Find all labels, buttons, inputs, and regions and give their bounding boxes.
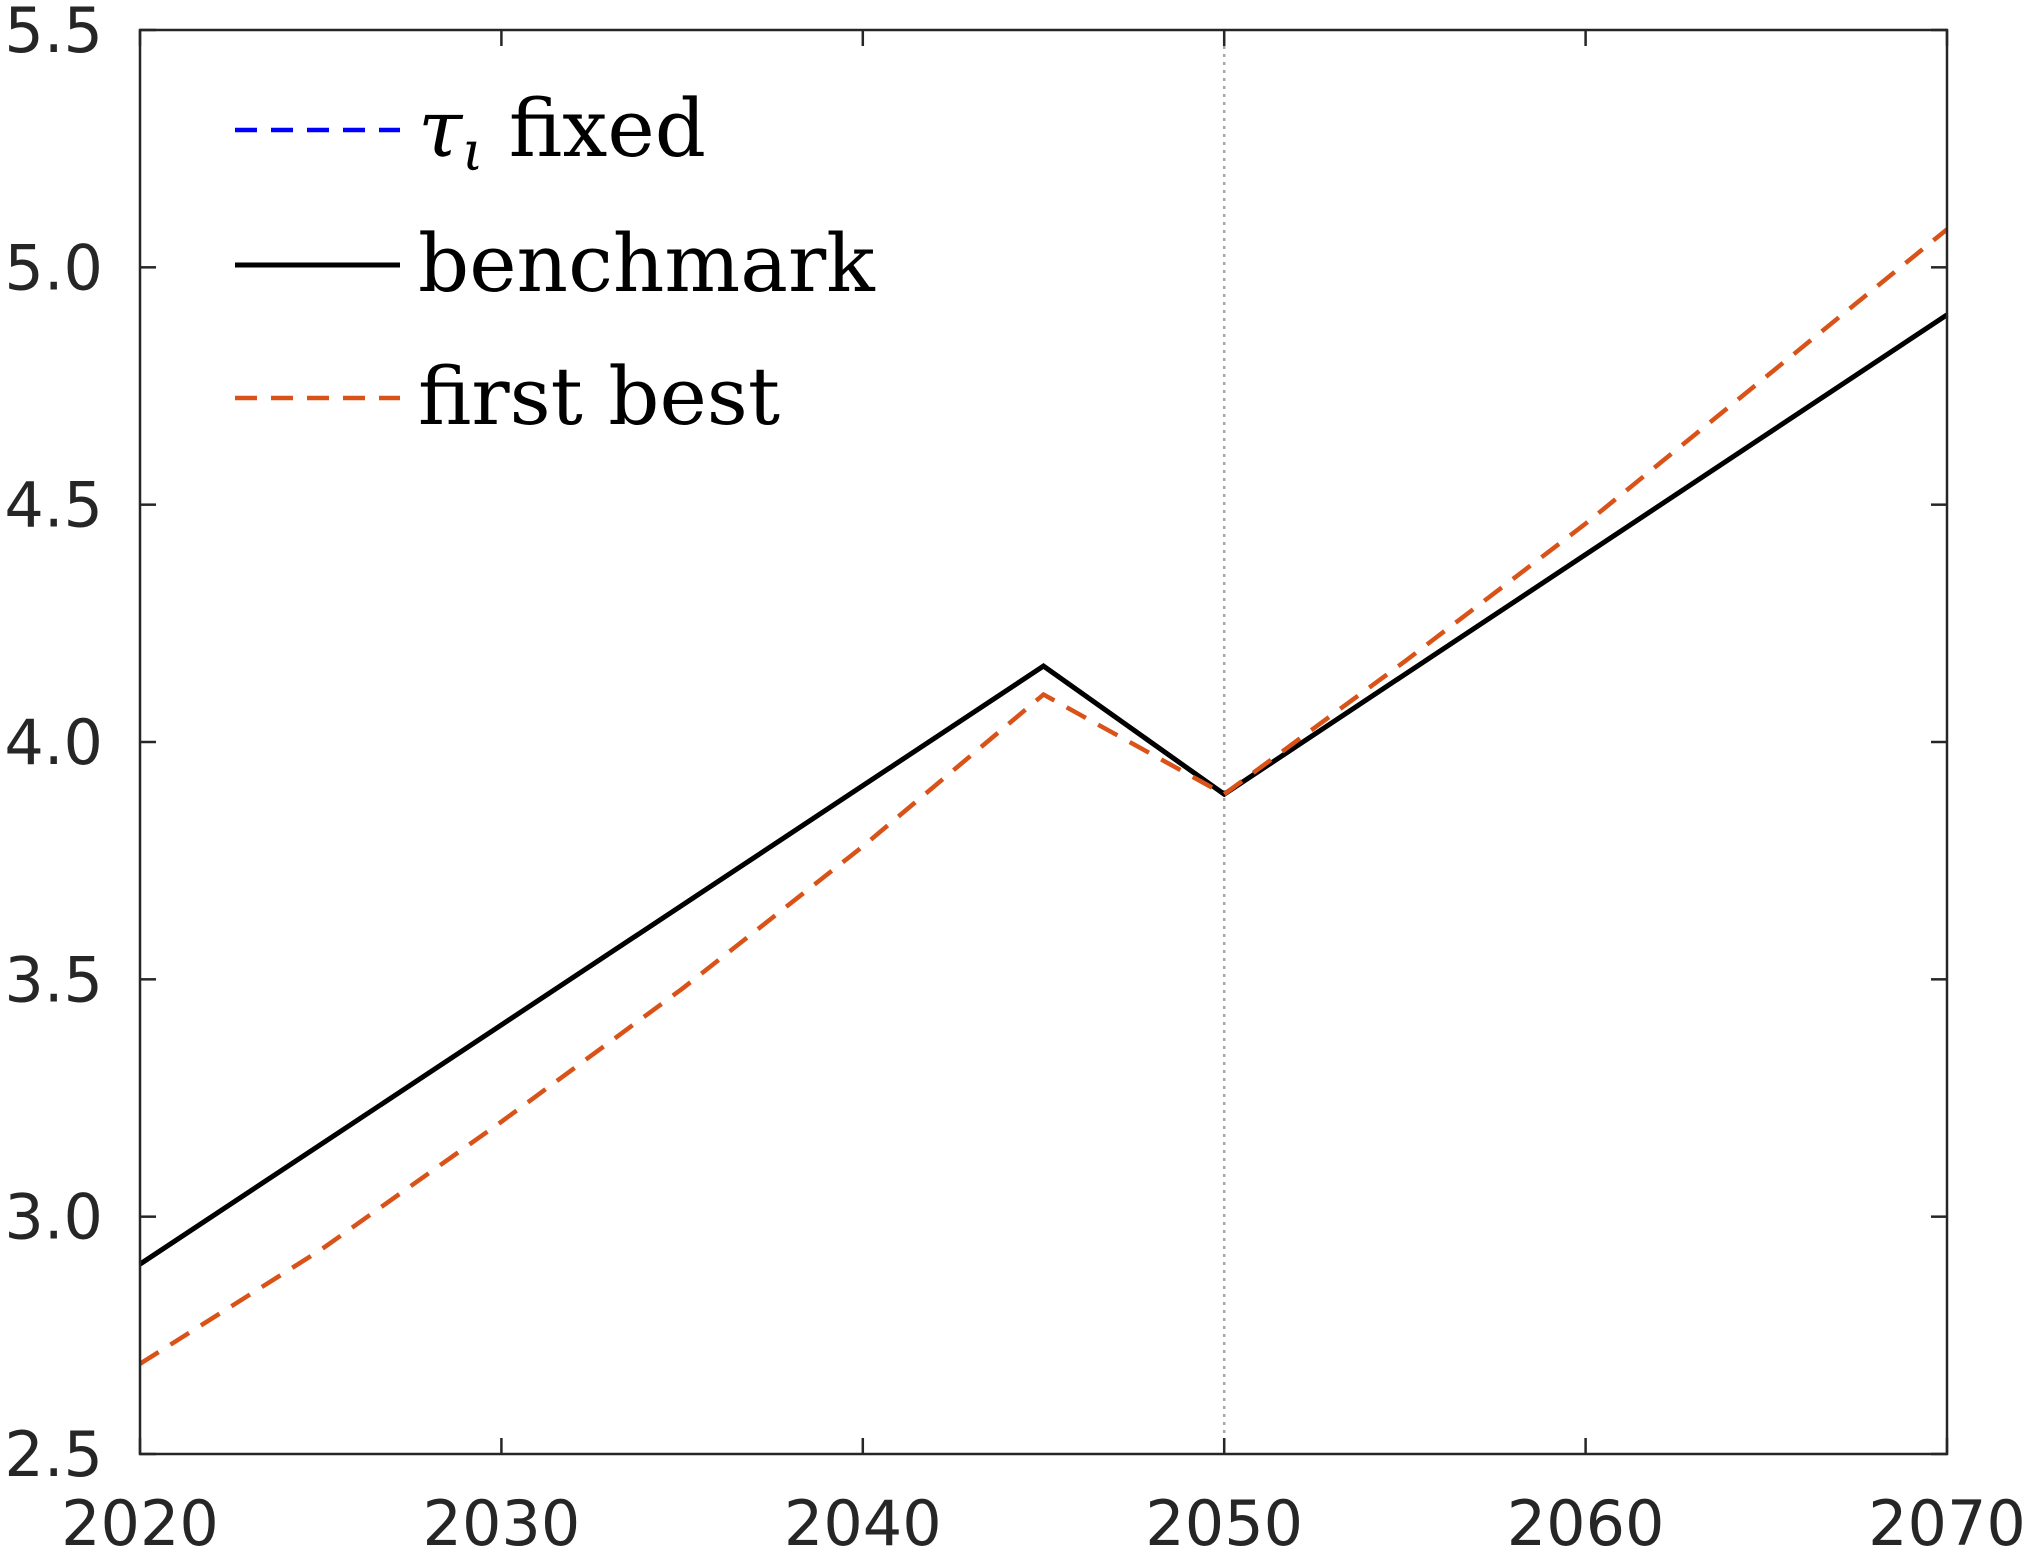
y-tick-label: 3.0 <box>4 1181 103 1254</box>
y-tick-label: 3.5 <box>4 943 103 1016</box>
tick-layer: 2020 2030 2040 2050 2060 2070 2.5 3.0 3.5 4.0 4.5 5… <box>4 0 2026 1553</box>
y-tick-label: 5.0 <box>4 231 103 304</box>
series-line-2 <box>138 227 1949 1366</box>
series-line-0 <box>138 312 1949 1267</box>
y-tick-label: 5.5 <box>4 0 103 67</box>
y-tick-label: 4.0 <box>4 706 103 779</box>
legend-label: τι fixed <box>418 82 706 183</box>
x-tick-label: 2050 <box>1145 1487 1303 1553</box>
series-layer <box>138 227 1949 1366</box>
series-line-1 <box>138 312 1949 1267</box>
x-tick-label: 2060 <box>1507 1487 1665 1553</box>
x-tick-label: 2070 <box>1868 1487 2026 1553</box>
x-tick-label: 2040 <box>784 1487 942 1553</box>
y-tick-label: 2.5 <box>4 1418 103 1491</box>
x-tick-label: 2030 <box>423 1487 581 1553</box>
legend-label: first best <box>418 350 780 443</box>
y-tick-label: 4.5 <box>4 469 103 542</box>
x-tick-label: 2020 <box>61 1487 219 1553</box>
legend: τι fixed benchmark first best <box>235 82 876 443</box>
legend-label: benchmark <box>418 217 876 310</box>
axes-box <box>138 28 1949 1456</box>
